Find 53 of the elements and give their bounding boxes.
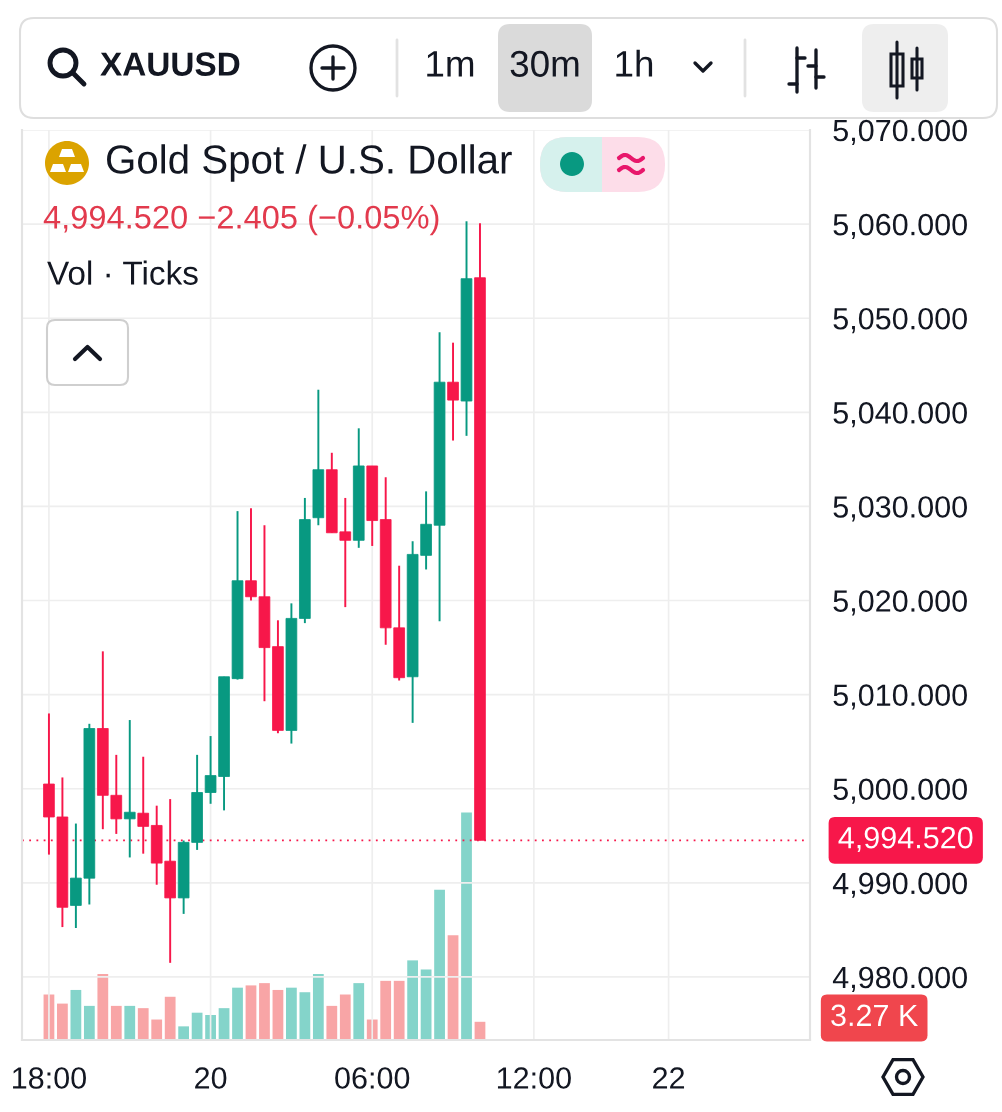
y-tick-label: 5,020.000 [833,590,967,616]
bar [218,1008,230,1040]
bar [57,1003,68,1040]
bar [83,1005,95,1040]
ref-line-label: 4,994.520 [838,826,973,853]
x-tick-label: 12:00 [497,1067,571,1089]
bar [70,989,82,1040]
bar [137,1008,149,1040]
y-tick-label: 4,990.000 [832,872,967,898]
bar [407,960,419,1040]
text: 3.27 K [831,1004,918,1027]
y-tick-label: 5,070.000 [833,119,967,145]
text: 4,994.520 −2.405 (−0.05%) [43,204,439,236]
y-tick-label: 5,040.000 [833,402,967,428]
x-tick-label: 20 [195,1067,227,1089]
bar [339,994,351,1040]
bar [299,992,311,1040]
x-tick-label: 06:00 [335,1067,410,1089]
bar [447,935,459,1040]
bar [110,1005,122,1040]
text: 30m [510,50,579,77]
text: XAUUSD [100,52,240,76]
candlestick [447,341,459,442]
y-tick-label: 4,980.000 [832,966,967,992]
bar [434,889,445,1040]
y-tick-label: 5,060.000 [833,213,967,240]
bar [151,1019,163,1040]
bar [272,989,284,1040]
bar [312,974,324,1040]
x-tick-label: 18:00 [13,1067,86,1089]
text: 1m [427,51,474,77]
y-tick-label: 5,030.000 [833,496,967,522]
bar [259,983,270,1040]
bar [245,985,257,1040]
candlestick [123,719,136,859]
y-tick-label: 5,000.000 [833,778,967,804]
text: 1h [616,49,653,77]
bar [326,1005,338,1040]
bar [124,1005,136,1040]
y-tick-label: 5,050.000 [833,307,967,334]
chart-title: Gold Spot / U.S. Dollar [107,144,512,182]
bar [461,812,472,1040]
bar [380,980,392,1040]
bar [178,1026,190,1040]
bar [286,987,297,1040]
bar [353,983,365,1040]
y-tick-label: 5,010.000 [833,684,967,710]
bar [97,974,109,1040]
bar [232,987,243,1040]
x-tick-label: 22 [653,1067,685,1089]
annotation: Vol · Ticks [47,260,198,285]
bar [164,996,176,1040]
bar [393,980,405,1040]
